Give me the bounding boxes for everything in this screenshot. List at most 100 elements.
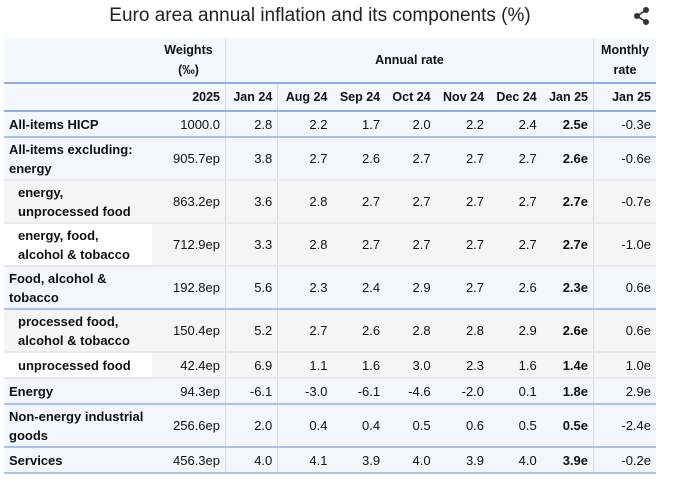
annual-rate-cell: 2.7 bbox=[489, 180, 542, 223]
annual-rate-cell: 2.8 bbox=[277, 223, 333, 266]
annual-rate-cell: 0.5e bbox=[541, 404, 594, 447]
annual-rate-cell: 2.2 bbox=[277, 111, 333, 137]
annual-rate-cell: 2.9 bbox=[489, 309, 542, 352]
annual-rate-cell: 1.6 bbox=[489, 352, 542, 378]
month-header: Nov 24 bbox=[435, 82, 490, 112]
monthly-rate-header: Monthly rate bbox=[593, 38, 656, 83]
annual-rate-cell: 2.7 bbox=[385, 223, 436, 266]
annual-rate-cell: 2.7 bbox=[332, 180, 386, 223]
annual-rate-cell: 2.3 bbox=[277, 266, 333, 309]
weight-cell: 712.9ep bbox=[152, 223, 226, 266]
monthly-rate-cell: 0.6e bbox=[593, 266, 656, 309]
annual-rate-cell: 2.8 bbox=[224, 111, 278, 137]
annual-rate-cell: 2.3 bbox=[435, 352, 490, 378]
annual-rate-cell: 3.3 bbox=[224, 223, 278, 266]
annual-rate-cell: -6.1 bbox=[332, 378, 386, 404]
annual-rate-cell: 3.9e bbox=[541, 447, 594, 473]
page-title: Euro area annual inflation and its compo… bbox=[109, 5, 531, 26]
table-row: Food, alcohol & tobacco 192.8ep 5.6 2.3 2.4 2… bbox=[4, 266, 656, 309]
corner-header-2 bbox=[4, 82, 152, 112]
table-row: Services 456.3ep 4.0 4.1 3.9 4.0 3.9 4.0 3.9e -0.… bbox=[4, 447, 656, 473]
annual-rate-cell: 0.5 bbox=[489, 404, 542, 447]
annual-rate-cell: -4.6 bbox=[385, 378, 436, 404]
annual-rate-cell: 2.7 bbox=[385, 180, 436, 223]
weight-cell: 905.7ep bbox=[152, 137, 226, 180]
annual-rate-cell: -3.0 bbox=[277, 378, 333, 404]
weight-cell: 863.2ep bbox=[152, 180, 226, 223]
annual-rate-cell: 0.5 bbox=[385, 404, 436, 447]
month-header: Oct 24 bbox=[385, 82, 436, 112]
annual-rate-cell: 2.6 bbox=[489, 266, 542, 309]
weights-header: Weights (‰) bbox=[152, 38, 226, 83]
month-header: Aug 24 bbox=[277, 82, 333, 112]
annual-rate-cell: 1.8e bbox=[541, 378, 594, 404]
annual-rate-cell: 1.4e bbox=[541, 352, 594, 378]
annual-rate-cell: 2.7 bbox=[332, 223, 386, 266]
weight-cell: 94.3ep bbox=[152, 378, 226, 404]
month-header: Jan 24 bbox=[224, 82, 278, 112]
annual-rate-cell: 2.7 bbox=[385, 137, 436, 180]
annual-rate-cell: 3.8 bbox=[224, 137, 278, 180]
table-row: energy, unprocessed food 863.2ep 3.6 2.8 2.7… bbox=[4, 180, 656, 223]
annual-rate-cell: 1.7 bbox=[332, 111, 386, 137]
monthly-rate-cell: 1.0e bbox=[593, 352, 656, 378]
row-label: All-items HICP bbox=[4, 111, 152, 137]
annual-rate-cell: 2.6 bbox=[332, 309, 386, 352]
annual-rate-cell: 2.8 bbox=[435, 309, 490, 352]
weight-cell: 42.4ep bbox=[152, 352, 226, 378]
annual-rate-cell: 3.6 bbox=[224, 180, 278, 223]
monthly-rate-cell: -0.6e bbox=[593, 137, 656, 180]
annual-rate-cell: 3.0 bbox=[385, 352, 436, 378]
annual-rate-cell: 2.7 bbox=[435, 137, 490, 180]
annual-rate-cell: 3.9 bbox=[435, 447, 490, 473]
row-label: energy, unprocessed food bbox=[4, 180, 152, 223]
annual-rate-cell: 0.4 bbox=[277, 404, 333, 447]
row-label: All-items excluding: energy bbox=[4, 137, 152, 180]
annual-rate-cell: 2.0 bbox=[224, 404, 278, 447]
annual-rate-cell: 2.8 bbox=[385, 309, 436, 352]
annual-rate-cell: 2.7 bbox=[489, 223, 542, 266]
annual-rate-cell: 2.5e bbox=[541, 111, 594, 137]
annual-rate-cell: 2.7 bbox=[435, 223, 490, 266]
weights-year: 2025 bbox=[152, 82, 226, 112]
share-icon[interactable] bbox=[632, 6, 652, 26]
inflation-table: Weights (‰) Annual rate Monthly rate 202… bbox=[4, 38, 656, 474]
annual-rate-cell: 2.7 bbox=[489, 137, 542, 180]
monthly-rate-cell: -0.3e bbox=[593, 111, 656, 137]
monthly-rate-cell: -0.2e bbox=[593, 447, 656, 473]
annual-rate-cell: 0.1 bbox=[489, 378, 542, 404]
annual-rate-cell: -2.0 bbox=[435, 378, 490, 404]
row-label: Food, alcohol & tobacco bbox=[4, 266, 152, 309]
annual-rate-cell: 2.0 bbox=[385, 111, 436, 137]
annual-rate-cell: 5.6 bbox=[224, 266, 278, 309]
annual-rate-cell: 2.6e bbox=[541, 309, 594, 352]
annual-rate-cell: 2.2 bbox=[435, 111, 490, 137]
annual-rate-cell: 0.6 bbox=[435, 404, 490, 447]
row-label: Services bbox=[4, 447, 152, 473]
annual-rate-cell: 2.6e bbox=[541, 137, 594, 180]
annual-rate-cell: 2.7 bbox=[277, 137, 333, 180]
row-label: Non-energy industrial goods bbox=[4, 404, 152, 447]
monthly-rate-cell: -1.0e bbox=[593, 223, 656, 266]
table-row: energy, food, alcohol & tobacco 712.9ep 3.… bbox=[4, 223, 656, 266]
annual-rate-cell: 4.1 bbox=[277, 447, 333, 473]
annual-rate-cell: 4.0 bbox=[489, 447, 542, 473]
annual-rate-cell: 6.9 bbox=[224, 352, 278, 378]
monthly-rate-cell: 0.6e bbox=[593, 309, 656, 352]
table-row: processed food, alcohol & tobacco 150.4ep… bbox=[4, 309, 656, 352]
table-row: Non-energy industrial goods 256.6ep 2.0 0.4… bbox=[4, 404, 656, 447]
annual-rate-cell: 2.7 bbox=[435, 180, 490, 223]
weight-cell: 192.8ep bbox=[152, 266, 226, 309]
annual-rate-cell: 2.7 bbox=[435, 266, 490, 309]
weight-cell: 256.6ep bbox=[152, 404, 226, 447]
weight-cell: 150.4ep bbox=[152, 309, 226, 352]
corner-header bbox=[4, 38, 152, 83]
annual-rate-cell: 3.9 bbox=[332, 447, 386, 473]
annual-rate-cell: 2.4 bbox=[489, 111, 542, 137]
month-header: Dec 24 bbox=[489, 82, 542, 112]
monthly-month-header: Jan 25 bbox=[593, 82, 656, 112]
weight-cell: 456.3ep bbox=[152, 447, 226, 473]
monthly-rate-cell: -0.7e bbox=[593, 180, 656, 223]
table-row: All-items HICP 1000.0 2.8 2.2 1.7 2.0 2.2 2.4 2.… bbox=[4, 111, 656, 137]
annual-rate-cell: 2.7e bbox=[541, 180, 594, 223]
